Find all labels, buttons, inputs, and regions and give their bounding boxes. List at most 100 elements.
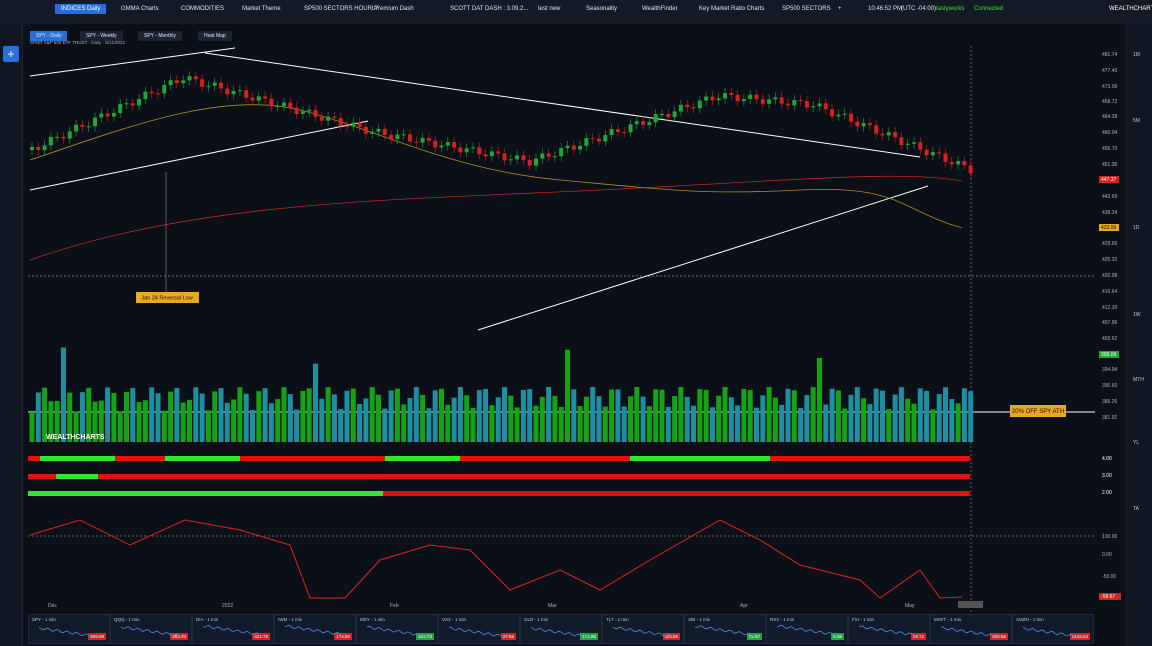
- candle-body: [672, 111, 677, 118]
- ticker-card[interactable]: TLT - 1 min 115.65: [602, 614, 684, 644]
- volume-bar: [565, 349, 570, 442]
- volume-bar: [237, 387, 243, 442]
- ticker-card[interactable]: XBI - 1 min 72.57: [684, 614, 766, 644]
- tab[interactable]: Seasonality: [586, 6, 618, 12]
- timeframe[interactable]: 1M: [1133, 52, 1140, 58]
- candle-body: [483, 154, 488, 157]
- sub-tab[interactable]: SPY - Monthly: [138, 31, 182, 41]
- price-label: 412.30: [1102, 305, 1118, 311]
- date-label: Dec: [48, 603, 57, 609]
- candle-body: [527, 160, 532, 166]
- candle-body: [565, 145, 570, 149]
- top-bar: [0, 0, 1152, 24]
- price-label: 473.06: [1102, 84, 1118, 90]
- volume-bar: [350, 388, 356, 442]
- candle-body: [691, 107, 696, 109]
- mini-line: [695, 625, 755, 637]
- price-label: 477.40: [1102, 68, 1118, 74]
- candle-body: [641, 121, 646, 125]
- candle-body: [206, 85, 211, 87]
- ticker-symbol: AMZN - 1 min: [1016, 617, 1044, 622]
- oscillator-flag: [1099, 593, 1121, 600]
- candle-body: [464, 148, 469, 153]
- volume-bar: [596, 396, 602, 442]
- tab[interactable]: INDICES Daily: [55, 4, 107, 14]
- candle-body: [817, 103, 822, 107]
- volume-bar: [703, 389, 709, 442]
- volume-bar: [936, 394, 942, 442]
- volume-bar: [287, 394, 293, 442]
- sub-tab[interactable]: Heat Map: [198, 31, 232, 41]
- ticker-card[interactable]: MDY - 1 min 426.73: [356, 614, 438, 644]
- tab[interactable]: Premium Dash: [374, 6, 414, 12]
- ticker-card[interactable]: QQQ - 1 min 303.70: [110, 614, 192, 644]
- ticker-card[interactable]: FXI - 1 min 29.72: [848, 614, 930, 644]
- volume-bar: [420, 394, 426, 442]
- volume-bar: [684, 396, 690, 442]
- price-label: 394.94: [1102, 367, 1118, 373]
- tab[interactable]: SP500 SECTORS: [782, 6, 831, 12]
- mini-line: [613, 626, 673, 638]
- annotation-box: [1010, 405, 1066, 417]
- tab[interactable]: Market Theme: [242, 6, 281, 12]
- left-toolbar: +: [0, 24, 23, 646]
- add-button[interactable]: +: [3, 46, 19, 62]
- volume-bar: [42, 387, 48, 442]
- ticker-symbol: QQQ - 1 min: [114, 617, 140, 622]
- tab[interactable]: test new: [538, 6, 561, 12]
- date-label: Apr: [740, 603, 748, 609]
- ticker-card[interactable]: SPY - 1 min 399.09: [28, 614, 110, 644]
- candle-body: [193, 76, 198, 80]
- volume-bar: [243, 393, 249, 442]
- status-broker: tastyworks: [936, 6, 965, 12]
- ticker-price: 172.86: [580, 633, 598, 640]
- ticker-card[interactable]: DIA - 1 min 321.78: [192, 614, 274, 644]
- ticker-card[interactable]: GLD - 1 min 172.86: [520, 614, 602, 644]
- candle-body: [823, 103, 828, 110]
- price-label: 403.62: [1102, 336, 1118, 342]
- ticker-card[interactable]: RSX - 1 min 6.35: [766, 614, 848, 644]
- candle-body: [962, 161, 967, 166]
- volume-bar: [905, 398, 911, 442]
- timeframe[interactable]: 1D: [1133, 225, 1140, 231]
- timeframe[interactable]: YL: [1133, 440, 1140, 446]
- tab[interactable]: COMMODITIES: [181, 6, 224, 12]
- mini-line: [531, 626, 591, 638]
- timeframe[interactable]: 1W: [1133, 312, 1141, 318]
- tab[interactable]: GMMA Charts: [121, 6, 159, 12]
- volume-bar: [709, 407, 715, 442]
- ticker-card[interactable]: AMZN - 1 min 2133.23: [1012, 614, 1094, 644]
- ticker-price: 174.80: [334, 633, 352, 640]
- volume-bar: [357, 404, 363, 442]
- ticker-card[interactable]: IWM - 1 min 174.80: [274, 614, 356, 644]
- mini-line: [39, 626, 99, 638]
- volume-bar: [779, 404, 785, 442]
- tab[interactable]: SCOTT DAT DASH : 3.09.2...: [450, 6, 529, 12]
- ticker-card[interactable]: MSFT - 1 min 260.55: [930, 614, 1012, 644]
- candle-body: [187, 76, 192, 81]
- candle-body: [36, 147, 41, 150]
- candle-body: [332, 116, 337, 118]
- volume-bar: [256, 391, 262, 442]
- tab[interactable]: +: [838, 6, 842, 12]
- candle-body: [357, 122, 362, 127]
- candle-body: [584, 138, 589, 146]
- candle-body: [401, 134, 406, 136]
- volume-bar: [590, 387, 596, 442]
- timeframe[interactable]: TA: [1133, 506, 1140, 512]
- ticker-card[interactable]: VXX - 1 min 27.65: [438, 614, 520, 644]
- volume-bar: [552, 395, 558, 442]
- sub-tab[interactable]: SPY - Daily: [30, 31, 68, 41]
- candle-body: [237, 90, 242, 92]
- timeframe[interactable]: MTH: [1133, 377, 1144, 383]
- volume-bar: [873, 388, 879, 442]
- volume-bar: [61, 347, 66, 442]
- price-label: 429.66: [1102, 241, 1118, 247]
- tab[interactable]: Key Market Ratio Charts: [699, 6, 765, 12]
- tab[interactable]: WealthFinder: [642, 6, 678, 12]
- mini-chart: [695, 625, 755, 637]
- candle-body: [219, 82, 223, 89]
- sub-tab[interactable]: SPY - Weekly: [80, 31, 123, 41]
- timeframe[interactable]: 5M: [1133, 118, 1140, 124]
- tab[interactable]: SP500 SECTORS HOURLY: [304, 6, 379, 12]
